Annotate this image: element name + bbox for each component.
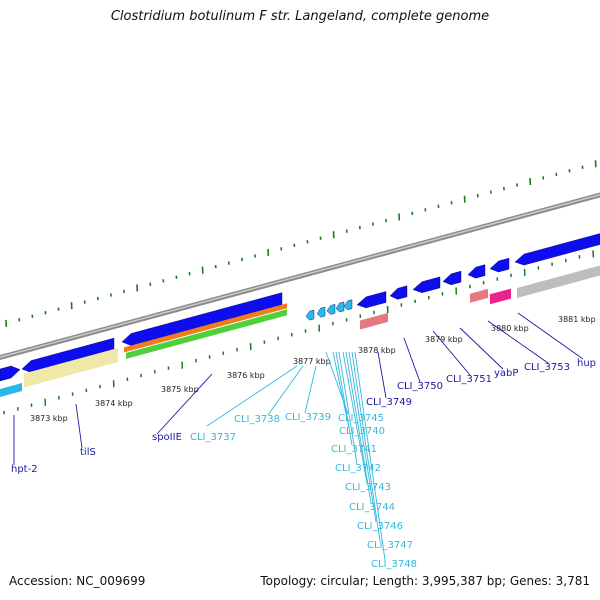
leader-line-hup xyxy=(517,312,584,360)
leader-line-cli-3744 xyxy=(345,351,372,504)
feature-orange-band xyxy=(124,303,287,353)
leader-line-cli-3740 xyxy=(332,351,350,429)
tick-label-3874-kbp: 3874 kbp xyxy=(95,399,133,408)
cds-yabp-arrow xyxy=(442,270,462,286)
leader-line-cli-3748 xyxy=(354,351,386,561)
feature-green-band xyxy=(126,309,287,359)
cds-hup-arrow xyxy=(489,257,510,273)
genome-backbone-highlight xyxy=(0,194,600,358)
gene-label-cli-3750: CLI_3750 xyxy=(397,381,443,392)
gene-label-cli-3753: CLI_3753 xyxy=(524,362,570,373)
cds-cli-3750-arrow xyxy=(389,285,408,300)
gene-label-cli-3737: CLI_3737 xyxy=(190,432,236,443)
cds-small-arrow-5 xyxy=(343,299,353,311)
leader-line-cli-3738 xyxy=(267,365,304,416)
gene-label-cli-3749: CLI_3749 xyxy=(366,397,412,408)
gene-label-cli-3751: CLI_3751 xyxy=(446,374,492,385)
leader-line-cli-3739 xyxy=(304,365,317,414)
leader-line-cli-3741 xyxy=(335,351,353,446)
leader-line-spoiie xyxy=(156,373,213,435)
cds-tils-arrow xyxy=(21,337,115,373)
tick-label-3876-kbp: 3876 kbp xyxy=(227,371,265,380)
map-title: Clostridium botulinum F str. Langeland, … xyxy=(110,9,490,24)
topology-label: Topology: circular; Length: 3,995,387 bp… xyxy=(260,574,590,588)
tick-label-3873-kbp: 3873 kbp xyxy=(30,414,68,423)
tick-label-3880-kbp: 3880 kbp xyxy=(491,324,529,333)
leader-line-cli-3750 xyxy=(403,337,421,383)
cds-spoiie-arrow xyxy=(121,292,283,346)
gene-label-cli-3741: CLI_3741 xyxy=(331,444,377,455)
cds-small-arrow-1 xyxy=(305,309,315,321)
scale-ticks xyxy=(3,250,595,415)
cds-hpt-2-arrow xyxy=(0,365,21,382)
cds-small-arrow-4 xyxy=(335,301,345,313)
cds-small-arrow-3 xyxy=(326,304,336,315)
tick-label-3879-kbp: 3879 kbp xyxy=(425,335,463,344)
cds-cli-3749-arrow xyxy=(356,291,387,309)
leader-line-tils xyxy=(75,403,83,449)
gene-label-hpt-2: hpt-2 xyxy=(11,464,38,475)
tick-label-3875-kbp: 3875 kbp xyxy=(161,385,199,394)
gene-label-tils: tilS xyxy=(80,447,96,458)
leader-line-cli-3747 xyxy=(351,351,381,542)
leader-line-cli-3737 xyxy=(206,365,298,427)
tick-label-3881-kbp: 3881 kbp xyxy=(558,315,596,324)
leader-line-cli-3753 xyxy=(487,320,549,364)
gene-label-cli-3743: CLI_3743 xyxy=(345,482,391,493)
gene-label-hup: hup xyxy=(577,358,596,369)
gene-label-cli-3742: CLI_3742 xyxy=(335,463,381,474)
tick-label-3878-kbp: 3878 kbp xyxy=(358,346,396,355)
cds-right-arrow xyxy=(514,233,600,266)
feature-gray-band xyxy=(517,265,600,298)
feature-magenta-rna xyxy=(490,288,511,305)
gene-label-cli-3747: CLI_3747 xyxy=(367,540,413,551)
leader-line-cli-3749 xyxy=(377,351,387,399)
cds-cli-3751-arrow xyxy=(412,276,441,293)
gene-label-cli-3744: CLI_3744 xyxy=(349,502,395,513)
leader-line-cli-3742 xyxy=(338,351,358,465)
leader-line-cli-3746 xyxy=(348,351,377,523)
gene-label-cli-3745: CLI_3745 xyxy=(338,413,384,424)
gene-label-yabp: yabP xyxy=(494,368,518,379)
feature-yellow-band xyxy=(24,348,118,388)
feature-light-blue-band xyxy=(0,383,22,397)
gene-label-cli-3739: CLI_3739 xyxy=(285,412,331,423)
gene-label-spoiie: spoIIE xyxy=(152,432,182,443)
tick-label-3877-kbp: 3877 kbp xyxy=(293,357,331,366)
cds-cli-3753-arrow xyxy=(467,264,486,279)
feature-pink-rna-2 xyxy=(470,288,488,303)
cds-small-arrow-2 xyxy=(316,306,326,318)
leader-line-cli-3743 xyxy=(342,351,368,484)
accession-label: Accession: NC_009699 xyxy=(9,574,146,588)
feature-pink-rna xyxy=(360,312,388,330)
outer-gc-marks xyxy=(5,160,597,327)
leader-line-cli-3751 xyxy=(432,330,471,376)
gene-label-cli-3748: CLI_3748 xyxy=(371,559,417,570)
gene-label-cli-3738: CLI_3738 xyxy=(234,414,280,425)
leader-line-yabp xyxy=(459,327,504,370)
